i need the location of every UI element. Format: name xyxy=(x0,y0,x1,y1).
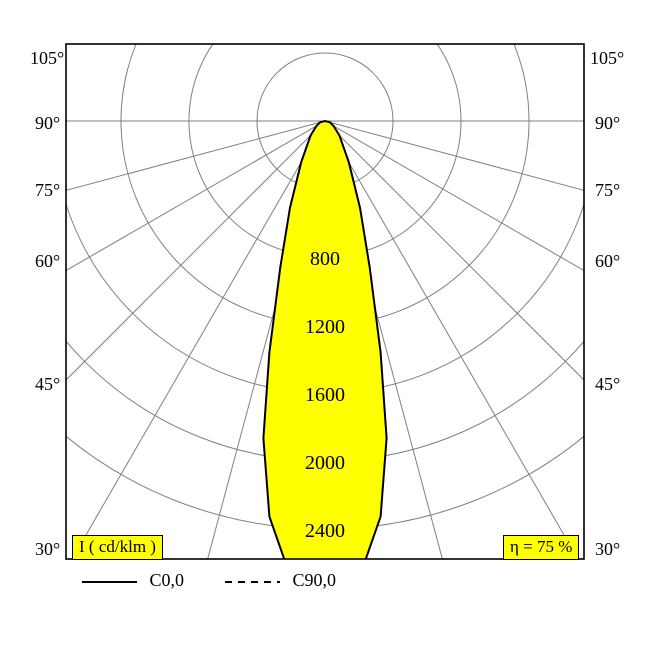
angle-label-left-45: 45° xyxy=(35,374,60,395)
legend-c90-line-icon xyxy=(225,577,280,587)
intensity-label-1200: 1200 xyxy=(305,316,345,339)
angle-label-right-105: 105° xyxy=(590,48,624,69)
angle-label-right-75: 75° xyxy=(595,180,620,201)
intensity-label-2400: 2400 xyxy=(305,520,345,543)
legend-c90: C90,0 xyxy=(225,570,336,591)
legend-c90-label: C90,0 xyxy=(293,570,337,590)
intensity-label-1600: 1600 xyxy=(305,384,345,407)
angle-label-left-105: 105° xyxy=(30,48,64,69)
intensity-label-2000: 2000 xyxy=(305,452,345,475)
angle-label-right-45: 45° xyxy=(595,374,620,395)
angle-label-right-90: 90° xyxy=(595,113,620,134)
legend-c0-line-icon xyxy=(82,577,137,587)
angle-label-left-60: 60° xyxy=(35,251,60,272)
efficiency-box: η = 75 % xyxy=(503,535,579,560)
legend-c0-label: C0,0 xyxy=(150,570,185,590)
angle-label-left-75: 75° xyxy=(35,180,60,201)
legend-c0: C0,0 xyxy=(82,570,184,591)
polar-chart-container: 105° 90° 75° 60° 45° 30° 105° 90° 75° 60… xyxy=(0,0,650,650)
intensity-label-800: 800 xyxy=(310,248,340,271)
angle-label-left-90: 90° xyxy=(35,113,60,134)
unit-box: I ( cd/klm ) xyxy=(72,535,163,560)
angle-label-left-30: 30° xyxy=(35,539,60,560)
angle-label-right-60: 60° xyxy=(595,251,620,272)
angle-label-right-30: 30° xyxy=(595,539,620,560)
